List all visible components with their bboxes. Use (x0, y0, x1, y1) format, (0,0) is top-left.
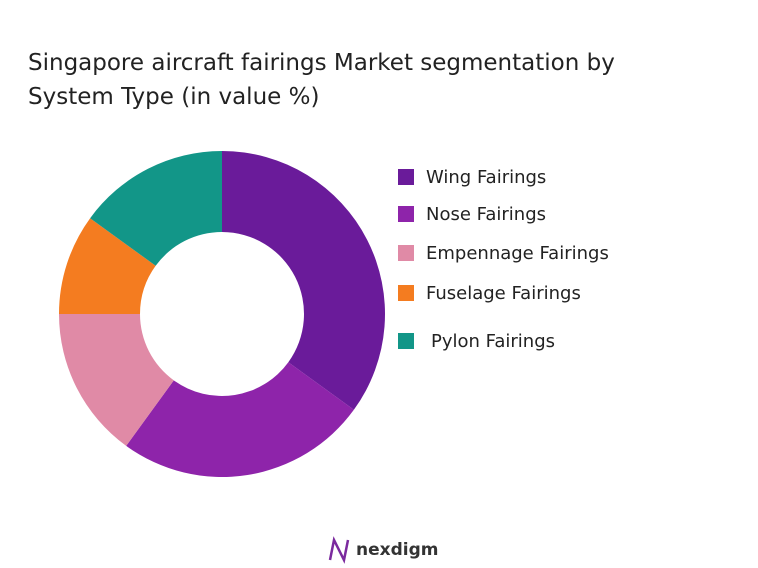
legend-label: Pylon Fairings (431, 331, 555, 352)
slice (222, 151, 385, 410)
legend-swatch (398, 285, 414, 301)
legend-swatch (398, 206, 414, 222)
logo-icon (328, 536, 350, 564)
brand: nexdigm (356, 540, 438, 560)
slice (59, 314, 174, 446)
legend-swatch (398, 169, 414, 185)
legend-label: Fuselage Fairings (426, 283, 581, 304)
legend-swatch (398, 333, 414, 349)
slice (126, 362, 354, 478)
legend-label: Wing Fairings (426, 167, 546, 188)
legend-label: Empennage Fairings (426, 243, 609, 264)
slice (90, 151, 223, 266)
logo: nexdigm (328, 536, 438, 564)
legend-swatch (398, 245, 414, 261)
legend-label: Nose Fairings (426, 204, 546, 225)
slice (59, 218, 156, 314)
chart-title: Singapore aircraft fairings Market segme… (28, 50, 615, 110)
